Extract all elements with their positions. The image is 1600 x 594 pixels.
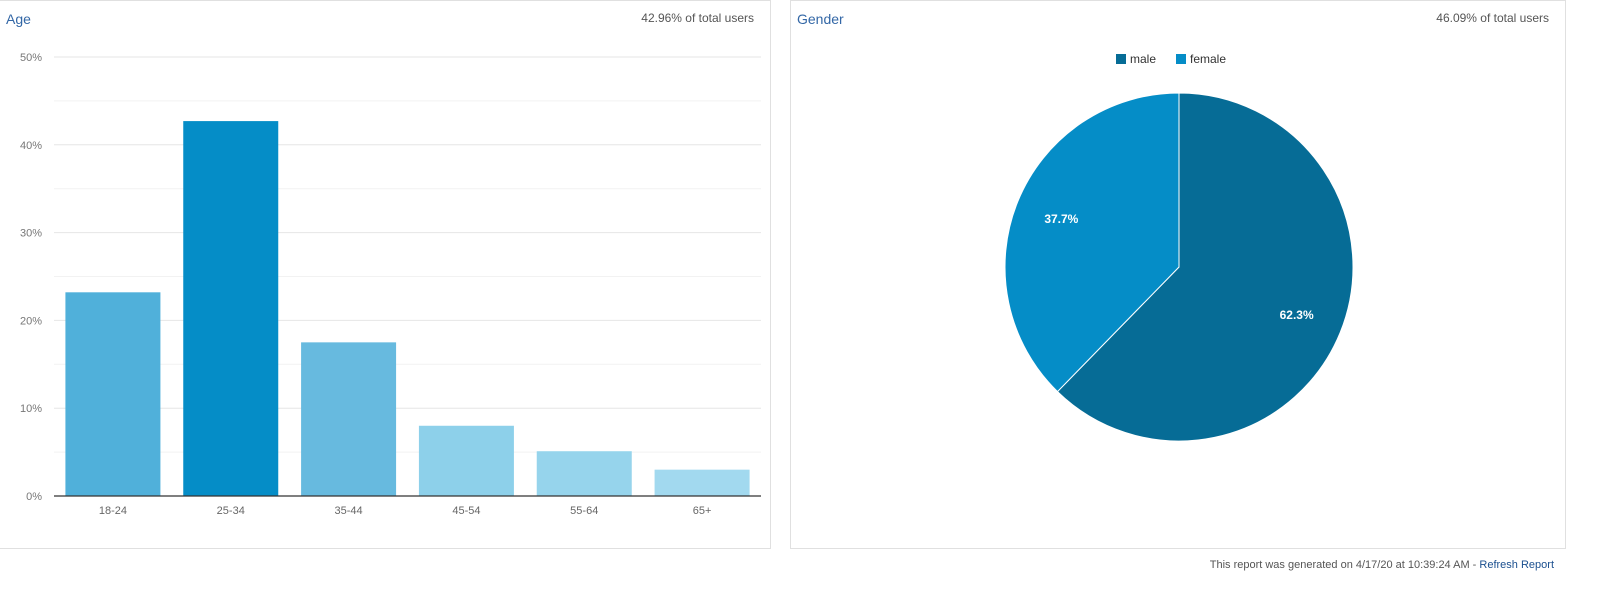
age-panel-title: Age: [6, 11, 31, 27]
bar-25-34[interactable]: [183, 121, 279, 497]
x-tick-label: 55-64: [570, 505, 598, 517]
pie-label-male: 62.3%: [1280, 308, 1314, 322]
gender-pie-chart: male female 62.3% 37.7%: [1004, 52, 1354, 442]
y-tick-label: 50%: [20, 52, 42, 64]
x-tick-label: 18-24: [99, 505, 127, 517]
y-tick-label: 0%: [26, 491, 42, 503]
bar-55-64[interactable]: [536, 451, 632, 496]
x-tick-label: 25-34: [217, 505, 245, 517]
age-bar-chart: 0% 10% 20% 30% 40% 50% 18-24 25-34 35-44 45-54 55-…: [20, 52, 761, 517]
legend-swatch-male: [1116, 54, 1126, 64]
x-tick-label: 45-54: [452, 505, 480, 517]
report-generated-text: This report was generated on 4/17/20 at …: [1209, 559, 1480, 571]
pie-slice-male[interactable]: [1056, 92, 1354, 442]
y-tick-label: 20%: [20, 315, 42, 327]
gender-panel-title: Gender: [797, 11, 844, 27]
legend-swatch-female: [1176, 54, 1186, 64]
legend-label-male[interactable]: male: [1130, 52, 1156, 66]
bar-45-54[interactable]: [418, 425, 514, 496]
x-tick-label: 65+: [693, 505, 712, 517]
bar-35-44[interactable]: [301, 342, 397, 496]
pie-label-female: 37.7%: [1044, 212, 1078, 226]
pie-slice-female[interactable]: [1004, 92, 1180, 393]
bar-18-24[interactable]: [65, 292, 161, 496]
age-total-users-share: 42.96% of total users: [641, 11, 754, 25]
y-tick-label: 10%: [20, 403, 42, 415]
x-tick-label: 35-44: [335, 505, 363, 517]
y-tick-label: 40%: [20, 140, 42, 152]
gender-panel: Gender 46.09% of total users male female 6…: [790, 0, 1566, 549]
y-tick-label: 30%: [20, 228, 42, 240]
report-footer: This report was generated on 4/17/20 at …: [1210, 559, 1554, 571]
legend-label-female[interactable]: female: [1190, 52, 1226, 66]
refresh-report-link[interactable]: Refresh Report: [1479, 559, 1554, 571]
bar-65+[interactable]: [654, 469, 750, 496]
age-panel: Age 42.96% of total users 0% 10% 20% 30% 40%…: [0, 0, 771, 549]
gender-total-users-share: 46.09% of total users: [1436, 11, 1549, 25]
